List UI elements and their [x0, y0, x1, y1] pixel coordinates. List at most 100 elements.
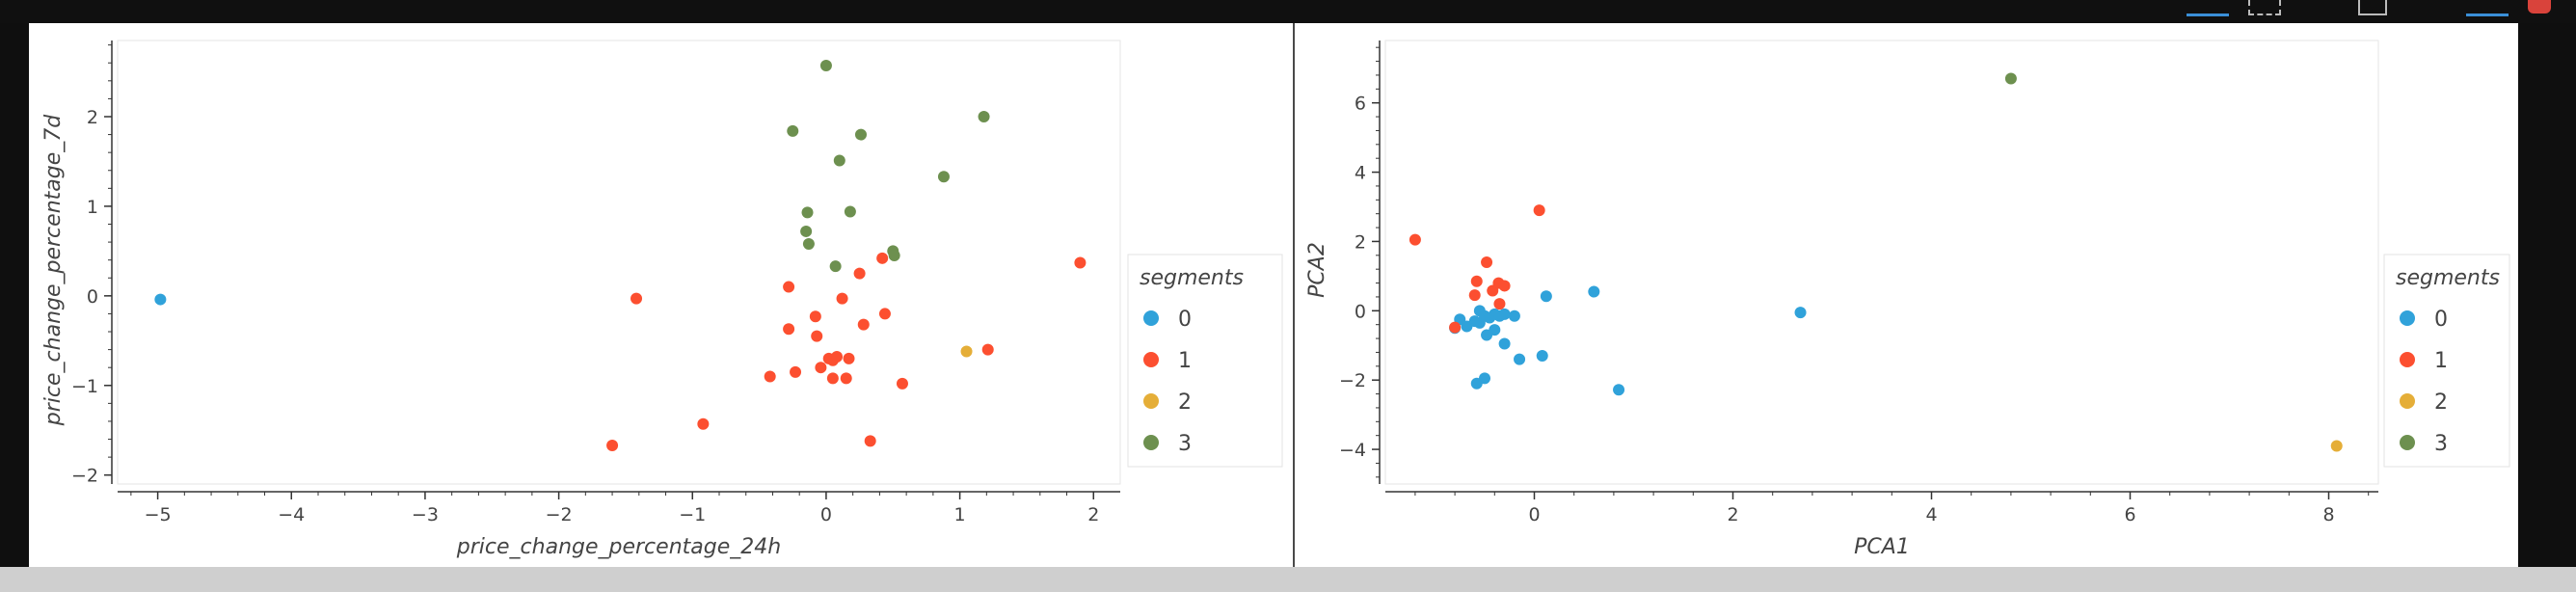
legend-swatch-2[interactable] [2400, 393, 2415, 409]
legend-label-3[interactable]: 3 [1178, 432, 1192, 456]
data-point-segment-1[interactable] [764, 370, 776, 383]
data-point-segment-1[interactable] [809, 310, 821, 323]
data-point-segment-1[interactable] [1493, 298, 1506, 310]
data-point-segment-1[interactable] [697, 417, 710, 430]
plot-frame [1384, 40, 2379, 485]
data-point-segment-0[interactable] [1514, 353, 1526, 365]
data-point-segment-1[interactable] [1449, 321, 1462, 334]
legend-swatch-3[interactable] [1143, 435, 1159, 450]
y-tick-label: −2 [1339, 370, 1366, 391]
legend-label-1[interactable]: 1 [2434, 349, 2448, 373]
data-point-segment-1[interactable] [606, 440, 619, 452]
data-point-segment-1[interactable] [857, 318, 870, 331]
bottom-scroll-strip[interactable] [0, 567, 2576, 592]
data-point-segment-3[interactable] [888, 250, 900, 262]
x-tick-label: −1 [679, 504, 706, 525]
data-point-segment-3[interactable] [854, 128, 867, 141]
data-point-segment-1[interactable] [1074, 256, 1087, 269]
x-tick-label: 0 [820, 504, 832, 525]
data-point-segment-3[interactable] [844, 205, 856, 218]
y-tick-label: 0 [1355, 301, 1366, 322]
data-point-segment-3[interactable] [801, 206, 814, 219]
data-point-segment-1[interactable] [1498, 280, 1511, 292]
legend-swatch-1[interactable] [2400, 352, 2415, 367]
data-point-segment-1[interactable] [843, 352, 855, 364]
data-point-segment-0[interactable] [1498, 308, 1511, 320]
x-tick-label: −2 [546, 504, 573, 525]
x-tick-label: 1 [954, 504, 966, 525]
legend-swatch-3[interactable] [2400, 435, 2415, 450]
y-tick-label: 0 [87, 286, 98, 308]
data-point-segment-1[interactable] [783, 323, 795, 336]
legend-label-3[interactable]: 3 [2434, 432, 2448, 456]
legend-swatch-0[interactable] [2400, 310, 2415, 326]
legend-label-1[interactable]: 1 [1178, 349, 1192, 373]
panel-divider [1293, 23, 1295, 567]
zoom-box-tool-icon[interactable] [2248, 0, 2281, 15]
x-tick-label: −3 [412, 504, 439, 525]
legend-swatch-2[interactable] [1143, 393, 1159, 409]
reset-tool-icon[interactable] [2358, 0, 2387, 15]
data-point-segment-3[interactable] [800, 225, 813, 237]
data-point-segment-1[interactable] [1468, 289, 1481, 302]
legend-label-0[interactable]: 0 [2434, 308, 2448, 332]
data-point-segment-2[interactable] [960, 345, 973, 358]
data-point-segment-3[interactable] [978, 110, 990, 122]
data-point-segment-1[interactable] [864, 435, 876, 447]
data-point-segment-1[interactable] [878, 308, 891, 320]
hover-tool-icon[interactable] [2466, 0, 2509, 16]
save-tool-icon[interactable] [2187, 0, 2229, 16]
y-tick-label: 4 [1355, 163, 1366, 184]
data-point-segment-0[interactable] [1588, 285, 1600, 298]
legend-title: segments [1140, 266, 1244, 290]
x-axis-label: PCA1 [1854, 535, 1910, 559]
data-point-segment-1[interactable] [981, 343, 994, 356]
y-axis-label: price_change_percentage_7d [41, 114, 66, 426]
data-point-segment-1[interactable] [815, 362, 827, 374]
data-point-segment-1[interactable] [1481, 256, 1493, 268]
y-tick-label: −4 [1339, 440, 1366, 461]
legend-label-0[interactable]: 0 [1178, 308, 1192, 332]
data-point-segment-3[interactable] [802, 237, 815, 250]
legend-swatch-1[interactable] [1143, 352, 1159, 367]
data-point-segment-0[interactable] [1489, 324, 1501, 336]
data-point-segment-3[interactable] [819, 60, 832, 72]
data-point-segment-1[interactable] [831, 351, 844, 363]
data-point-segment-1[interactable] [1470, 275, 1483, 287]
data-point-segment-3[interactable] [787, 124, 799, 137]
scatter-pca-chart[interactable]: 0 2 4 6 8 −4 −2 0 2 4 6 PCA1 PCA2 segments 0 1 2 3 [1295, 23, 2518, 567]
data-point-segment-1[interactable] [876, 252, 889, 264]
data-point-segment-1[interactable] [1409, 233, 1421, 246]
data-point-segment-3[interactable] [833, 154, 845, 167]
data-point-segment-0[interactable] [1794, 307, 1807, 319]
legend-swatch-0[interactable] [1143, 310, 1159, 326]
data-point-segment-1[interactable] [826, 372, 839, 385]
data-point-segment-3[interactable] [2004, 72, 2017, 85]
data-point-segment-1[interactable] [853, 267, 866, 280]
data-point-segment-2[interactable] [2330, 440, 2343, 452]
data-point-segment-0[interactable] [154, 293, 167, 306]
data-point-segment-0[interactable] [1498, 337, 1511, 350]
y-tick-label: 2 [87, 107, 98, 128]
data-point-segment-3[interactable] [937, 171, 950, 183]
data-point-segment-1[interactable] [896, 377, 908, 390]
data-point-segment-0[interactable] [1613, 384, 1625, 396]
x-tick-label: 2 [1087, 504, 1099, 525]
data-point-segment-1[interactable] [783, 281, 795, 293]
data-point-segment-0[interactable] [1508, 309, 1520, 322]
legend-label-2[interactable]: 2 [1178, 390, 1192, 415]
data-point-segment-1[interactable] [811, 330, 823, 342]
data-point-segment-0[interactable] [1479, 372, 1490, 385]
data-point-segment-1[interactable] [1533, 204, 1545, 217]
data-point-segment-0[interactable] [1540, 290, 1552, 303]
data-point-segment-1[interactable] [790, 365, 802, 378]
legend-label-2[interactable]: 2 [2434, 390, 2448, 415]
data-point-segment-1[interactable] [840, 372, 852, 385]
data-point-segment-1[interactable] [631, 292, 643, 305]
data-point-segment-1[interactable] [836, 292, 848, 305]
data-point-segment-0[interactable] [1536, 350, 1548, 363]
x-tick-label: −5 [145, 504, 172, 525]
data-point-segment-3[interactable] [829, 260, 842, 273]
scatter-price-change-chart[interactable]: −5 −4 −3 −2 −1 0 1 2 −2 −1 0 1 2 price_change_percent… [29, 23, 1293, 567]
y-tick-label: −2 [71, 466, 98, 487]
